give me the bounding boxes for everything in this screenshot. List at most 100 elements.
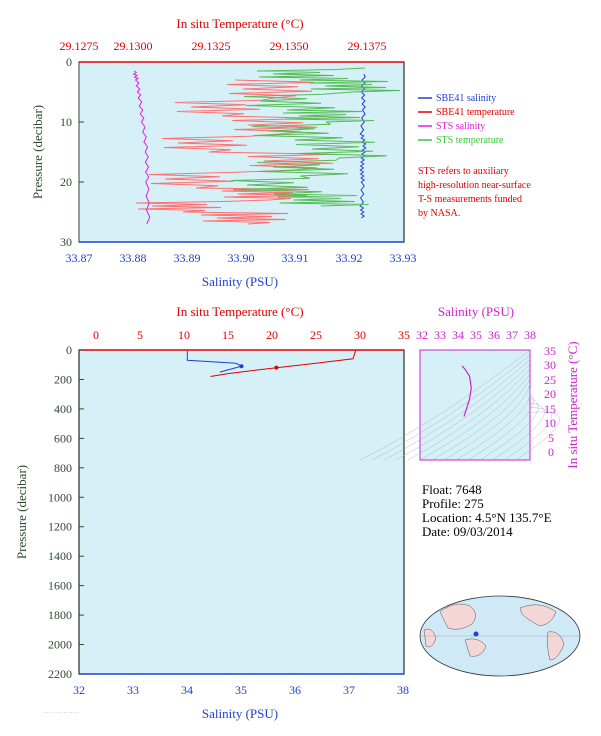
density-contour	[383, 359, 531, 461]
bottom-pressure-axis-label: Pressure (decibar)	[14, 465, 29, 559]
top-salinity-tick-label: 33.91	[282, 251, 309, 265]
bottom-pressure-tick-label: 200	[54, 372, 72, 386]
sts-note-line: T-S measurements funded	[418, 194, 522, 205]
bottom-plot-area	[79, 350, 404, 674]
ts-curve	[461, 365, 472, 417]
sbe41-temperature-line	[135, 79, 335, 225]
bottom-temp-tick-label: 0	[93, 328, 99, 342]
ts-salinity-tick-label: 37	[506, 328, 518, 342]
bottom-pressure-tick-label: 1400	[48, 549, 72, 563]
sts-salinity-line	[132, 70, 151, 225]
ts-temp-tick-label: 0	[548, 445, 554, 459]
bottom-salinity-tick-label: 35	[235, 683, 247, 697]
ts-salinity-axis-label: Salinity (PSU)	[438, 304, 514, 319]
top-pressure-axis-label: Pressure (decibar)	[30, 105, 45, 199]
ts-salinity-tick-label: 36	[488, 328, 500, 342]
salinity-profile-line	[186, 350, 243, 373]
ts-temp-tick-label: 20	[544, 387, 556, 401]
ts-temp-tick-label: 10	[544, 416, 556, 430]
density-contour	[503, 407, 552, 461]
sts-note-line: STS refers to auxiliary	[418, 166, 509, 177]
density-contour	[431, 378, 531, 461]
bottom-salinity-tick-label: 38	[397, 683, 409, 697]
top-chart-series	[79, 61, 401, 243]
bottom-pressure-tick-label: 0	[66, 343, 72, 357]
bottom-temp-tick-label: 35	[398, 328, 410, 342]
ts-salinity-tick-label: 38	[524, 328, 536, 342]
sts-note: STS refers to auxiliary high-resolution …	[418, 166, 531, 219]
ts-density-contours	[359, 349, 560, 461]
map-continent-south-america	[547, 631, 565, 661]
top-temp-tick-label: 29.1325	[192, 39, 231, 53]
density-contour	[359, 349, 531, 461]
map-continent-asia	[439, 603, 476, 630]
top-salinity-tick-label: 33.87	[66, 251, 93, 265]
ts-salinity-tick-label: 32	[416, 328, 428, 342]
bottom-salinity-axis-label: Salinity (PSU)	[202, 706, 278, 721]
top-salinity-axis-label: Salinity (PSU)	[202, 274, 278, 289]
legend-sts-salinity: STS salinity	[436, 121, 485, 132]
legend-sbe41-salinity: SBE41 salinity	[436, 93, 496, 104]
ts-temp-tick-label: 15	[544, 402, 556, 416]
location: Location: 4.5°N 135.7°E	[422, 510, 552, 525]
ts-temperature-axis-label: In situ Temperature (°C)	[565, 341, 580, 468]
top-salinity-tick-label: 33.92	[336, 251, 363, 265]
top-salinity-tick-label: 33.88	[120, 251, 147, 265]
bottom-salinity-tick-label: 34	[181, 683, 193, 697]
ts-temp-tick-label: 25	[544, 373, 556, 387]
ts-salinity-tick-label: 35	[470, 328, 482, 342]
float-id: Float: 7648	[422, 482, 482, 497]
bottom-pressure-tick-label: 1600	[48, 579, 72, 593]
footer-stamp: · · · · · · · · · · · · · · ·	[44, 710, 80, 715]
bottom-temp-tick-label: 20	[266, 328, 278, 342]
top-temp-tick-label: 29.1300	[114, 39, 153, 53]
bottom-pressure-tick-label: 600	[54, 431, 72, 445]
map-continent-australia	[464, 638, 487, 657]
world-map	[419, 595, 581, 677]
bottom-pressure-tick-label: 1200	[48, 520, 72, 534]
top-temp-tick-label: 29.1375	[348, 39, 387, 53]
bottom-chart-series	[186, 350, 357, 377]
top-legend: SBE41 salinity SBE41 temperature STS sal…	[418, 93, 515, 146]
sts-note-line: high-resolution near-surface	[418, 180, 531, 191]
top-pressure-tick-label: 0	[66, 55, 72, 69]
density-contour	[407, 369, 531, 461]
temperature-profile-line	[210, 350, 357, 377]
bottom-temperature-axis-label: In situ Temperature (°C)	[176, 304, 303, 319]
ts-plot-area	[419, 349, 531, 461]
ts-temp-tick-label: 30	[544, 358, 556, 372]
ts-series	[461, 365, 472, 417]
float-location-marker	[473, 631, 479, 637]
map-continent-africa	[423, 628, 437, 648]
top-temp-tick-label: 29.1350	[270, 39, 309, 53]
top-temperature-axis-label: In situ Temperature (°C)	[176, 16, 303, 31]
top-salinity-tick-label: 33.93	[390, 251, 417, 265]
bottom-pressure-tick-label: 1800	[48, 608, 72, 622]
density-contour	[491, 402, 545, 461]
ts-diagram: Salinity (PSU) 32 33 34 35 36 37 38 35 3…	[359, 304, 580, 469]
bottom-pressure-tick-label: 1000	[48, 490, 72, 504]
map-continent-north-america	[519, 604, 557, 627]
bottom-pressure-ticks: 0 200 400 600 800 1000 1200 1400 1600 1800 2000 220…	[48, 343, 84, 681]
legend-sbe41-temperature: SBE41 temperature	[436, 107, 515, 118]
density-contour	[419, 373, 531, 461]
bottom-temp-tick-label: 25	[310, 328, 322, 342]
legend-sts-temperature: STS temperature	[436, 135, 504, 146]
float-info: Float: 7648 Profile: 275 Location: 4.5°N…	[422, 482, 552, 539]
profile-number: Profile: 275	[422, 496, 484, 511]
ts-temp-tick-label: 35	[544, 344, 556, 358]
density-contour	[455, 388, 531, 461]
density-contour	[371, 354, 531, 461]
top-salinity-tick-label: 33.90	[228, 251, 255, 265]
density-contour	[479, 397, 539, 461]
ts-salinity-tick-label: 33	[434, 328, 446, 342]
bottom-temp-tick-label: 5	[137, 328, 143, 342]
sts-temperature-line	[230, 67, 401, 207]
top-pressure-tick-label: 10	[60, 115, 72, 129]
sts-note-line: by NASA.	[418, 208, 460, 219]
bottom-pressure-tick-label: 2000	[48, 638, 72, 652]
bottom-salinity-tick-label: 36	[289, 683, 301, 697]
ts-temp-tick-label: 5	[548, 431, 554, 445]
bottom-temp-tick-label: 30	[354, 328, 366, 342]
